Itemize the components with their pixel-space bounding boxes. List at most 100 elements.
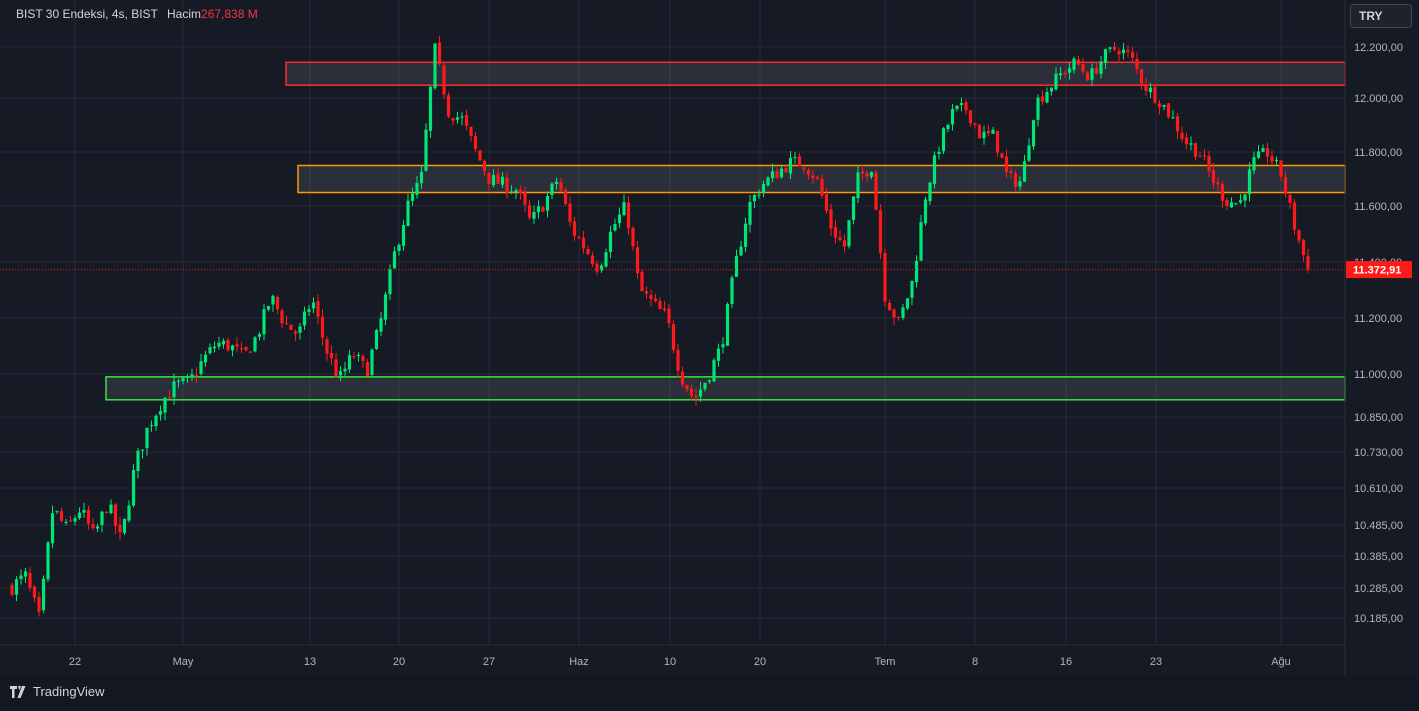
candle-body [788, 157, 793, 174]
candle-body [1081, 64, 1085, 72]
candle-body [635, 247, 640, 274]
candle-body [779, 168, 784, 178]
last-price-tag-bg [1346, 261, 1412, 279]
candle-body [1184, 137, 1189, 145]
candle-body [131, 470, 136, 506]
candle-body [1256, 151, 1261, 158]
candle-body [937, 151, 941, 154]
candle-body [343, 368, 347, 372]
candle-body [365, 362, 370, 377]
candle-body [487, 172, 491, 184]
candle-body [856, 172, 860, 199]
time-tick-label: 20 [393, 656, 405, 668]
candle-body [874, 172, 878, 210]
candle-body [653, 298, 658, 302]
currency-button[interactable]: TRY [1350, 4, 1412, 28]
candle-body [1022, 161, 1027, 182]
zone-green[interactable] [105, 376, 1346, 401]
candle-body [860, 171, 865, 174]
time-axis[interactable]: 22 May 13 20 27 Haz 10 20 Tem 8 16 23 Ağu [69, 656, 1291, 668]
candle-body [550, 183, 554, 195]
candle-body [559, 182, 563, 191]
candle-body [419, 171, 424, 184]
candle-body [478, 150, 482, 161]
candle-body [797, 156, 802, 167]
candle-body [172, 381, 176, 398]
candle-body [95, 526, 100, 529]
candle-body [1040, 96, 1045, 102]
candle-body [235, 343, 239, 347]
candle-body [707, 380, 712, 382]
candle-body [806, 170, 811, 175]
candle-body [527, 205, 532, 218]
candle-body [406, 200, 410, 226]
candle-body [986, 131, 991, 134]
candle-body [1279, 160, 1283, 177]
interval-label[interactable]: 4s [111, 7, 125, 21]
candle-body [415, 182, 419, 195]
candle-body [1162, 104, 1166, 107]
candle-body [1198, 156, 1202, 158]
candle-body [181, 377, 185, 382]
time-tick-label: Ağu [1271, 656, 1291, 668]
candle-body [374, 330, 379, 350]
candle-body [1292, 202, 1297, 230]
candle-body [680, 371, 685, 385]
candle-body [1211, 170, 1216, 184]
candle-body [1144, 84, 1148, 91]
candle-body [950, 109, 955, 125]
candle-body [1108, 47, 1112, 49]
candle-body [41, 578, 46, 611]
candle-body [149, 425, 154, 427]
candle-body [383, 294, 388, 320]
candle-body [649, 295, 653, 299]
candle-body [248, 351, 253, 353]
candle-body [982, 131, 986, 139]
candle-body [1094, 68, 1099, 74]
symbol-name[interactable]: BIST 30 Endeksi [16, 7, 106, 21]
candle-body [842, 240, 847, 247]
candle-body [923, 199, 928, 224]
candle-body [109, 504, 113, 514]
candle-body [77, 512, 82, 519]
candle-body [964, 102, 968, 111]
candle-body [514, 190, 518, 193]
candle-body [694, 395, 698, 398]
candle-body [1301, 239, 1306, 256]
candle-body [523, 192, 527, 205]
candle-body [379, 318, 383, 332]
candle-body [460, 116, 464, 118]
candle-body [226, 339, 230, 351]
candle-body [271, 295, 275, 305]
candle-body [82, 509, 86, 513]
grid-lines [0, 0, 1345, 645]
price-chart[interactable]: 12.200,0012.000,0011.800,0011.600,0011.4… [0, 0, 1419, 676]
candle-body [1045, 92, 1049, 103]
candle-body [662, 308, 667, 311]
candle-body [590, 255, 595, 265]
candle-body [1234, 203, 1238, 205]
candle-body [1243, 194, 1247, 201]
candle-body [401, 225, 406, 246]
candle-body [329, 352, 334, 359]
candle-body [64, 521, 68, 523]
candle-body [23, 571, 28, 577]
price-tick-label: 11.600,00 [1354, 201, 1402, 213]
candle-body [316, 301, 320, 317]
candle-body [244, 346, 248, 351]
candle-body [410, 193, 415, 201]
candle-body [671, 324, 676, 351]
price-tick-label: 10.485,00 [1354, 520, 1403, 532]
tradingview-brand[interactable]: TradingView [10, 684, 105, 699]
candle-body [311, 302, 316, 309]
candle-body [194, 375, 199, 377]
candle-body [280, 310, 284, 324]
candle-body [541, 207, 545, 212]
candle-body [631, 227, 635, 247]
candle-body [122, 518, 127, 533]
candle-body [757, 194, 761, 196]
price-axis[interactable]: 12.200,0012.000,0011.800,0011.600,0011.4… [1354, 42, 1403, 625]
candle-body [37, 597, 41, 612]
candle-body [752, 195, 757, 202]
time-tick-label: 27 [483, 656, 495, 668]
